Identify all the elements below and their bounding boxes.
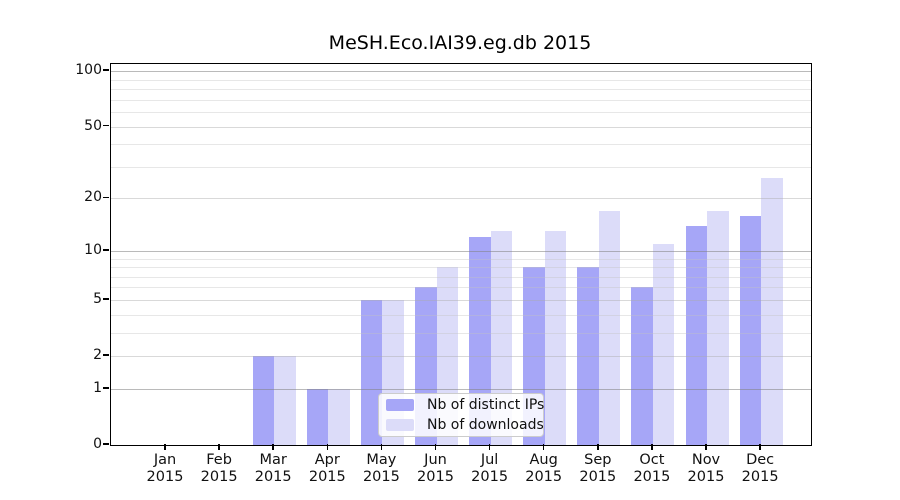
gridline-100	[111, 71, 811, 73]
x-tick-label-oct: Oct 2015	[633, 452, 671, 485]
chart-title: MeSH.Eco.IAI39.eg.db 2015	[328, 32, 592, 54]
x-tick-label-jul: Jul 2015	[471, 452, 509, 485]
gridline-3	[111, 332, 811, 334]
y-tick-label-100: 100	[75, 62, 102, 79]
gridline-10	[111, 250, 811, 252]
bar-ips-nov	[685, 225, 707, 445]
x-tick-label-nov: Nov 2015	[687, 452, 725, 485]
bar-downloads-jul	[490, 231, 513, 445]
x-tick-label-sep: Sep 2015	[579, 452, 617, 485]
bar-downloads-mar	[274, 356, 296, 445]
gridline-4	[111, 314, 811, 316]
x-tick-label-may: May 2015	[362, 452, 400, 485]
legend-label-downloads: Nb of downloads	[427, 417, 544, 433]
bar-downloads-oct	[652, 243, 675, 445]
y-tick-mark-5	[102, 298, 109, 300]
bar-downloads-apr	[328, 388, 350, 445]
bar-downloads-sep	[598, 210, 621, 445]
bar-ips-mar	[252, 356, 275, 445]
gridline-5	[111, 299, 811, 301]
bar-ips-may	[360, 299, 383, 445]
y-tick-mark-2	[102, 354, 109, 356]
x-tick-label-feb: Feb 2015	[200, 452, 238, 485]
legend: Nb of distinct IPs Nb of downloads	[378, 393, 544, 437]
gridline-7	[111, 276, 811, 278]
legend-swatch-distinct-ips	[386, 399, 414, 411]
bar-downloads-aug	[544, 231, 567, 445]
y-tick-label-5: 5	[93, 290, 102, 307]
y-tick-label-1: 1	[93, 379, 102, 396]
gridline-90	[111, 79, 811, 81]
legend-row: Nb of downloads	[386, 417, 544, 433]
gridline-6	[111, 287, 811, 289]
gridline-40	[111, 144, 811, 146]
gridline-1	[111, 388, 811, 390]
bar-ips-oct	[631, 287, 653, 445]
y-tick-mark-1	[102, 387, 109, 389]
gridline-20	[111, 198, 811, 200]
legend-row: Nb of distinct IPs	[386, 397, 544, 413]
y-tick-label-50: 50	[84, 117, 102, 134]
y-tick-mark-20	[102, 196, 109, 199]
gridline-70	[111, 99, 811, 101]
gridline-2	[111, 356, 811, 358]
x-tick-label-mar: Mar 2015	[254, 452, 292, 485]
gridline-80	[111, 89, 811, 91]
y-tick-mark-100	[102, 69, 109, 71]
x-tick-label-aug: Aug 2015	[525, 452, 563, 485]
gridline-8	[111, 267, 811, 269]
y-tick-label-0: 0	[93, 436, 102, 452]
gridline-9	[111, 258, 811, 260]
y-tick-label-2: 2	[93, 347, 102, 364]
y-tick-mark-0	[102, 443, 109, 445]
y-tick-mark-10	[102, 249, 109, 251]
y-tick-mark-50	[102, 124, 109, 127]
x-tick-label-apr: Apr 2015	[308, 452, 346, 485]
y-tick-label-20: 20	[84, 189, 102, 206]
gridline-30	[111, 166, 811, 168]
gridline-60	[111, 112, 811, 114]
bar-ips-apr	[306, 388, 329, 445]
x-tick-label-jan: Jan 2015	[146, 452, 184, 485]
bar-downloads-nov	[707, 210, 729, 445]
x-tick-label-jun: Jun 2015	[417, 452, 454, 485]
gridline-50	[111, 126, 811, 128]
y-tick-label-10: 10	[84, 241, 102, 258]
plot-area: Nb of distinct IPs Nb of downloads	[110, 63, 812, 446]
bar-downloads-dec	[761, 178, 783, 445]
x-tick-label-dec: Dec 2015	[741, 452, 779, 485]
legend-label-distinct-ips: Nb of distinct IPs	[427, 397, 545, 413]
bar-ips-sep	[577, 267, 599, 445]
bar-ips-dec	[739, 215, 762, 445]
legend-swatch-downloads	[386, 419, 414, 431]
